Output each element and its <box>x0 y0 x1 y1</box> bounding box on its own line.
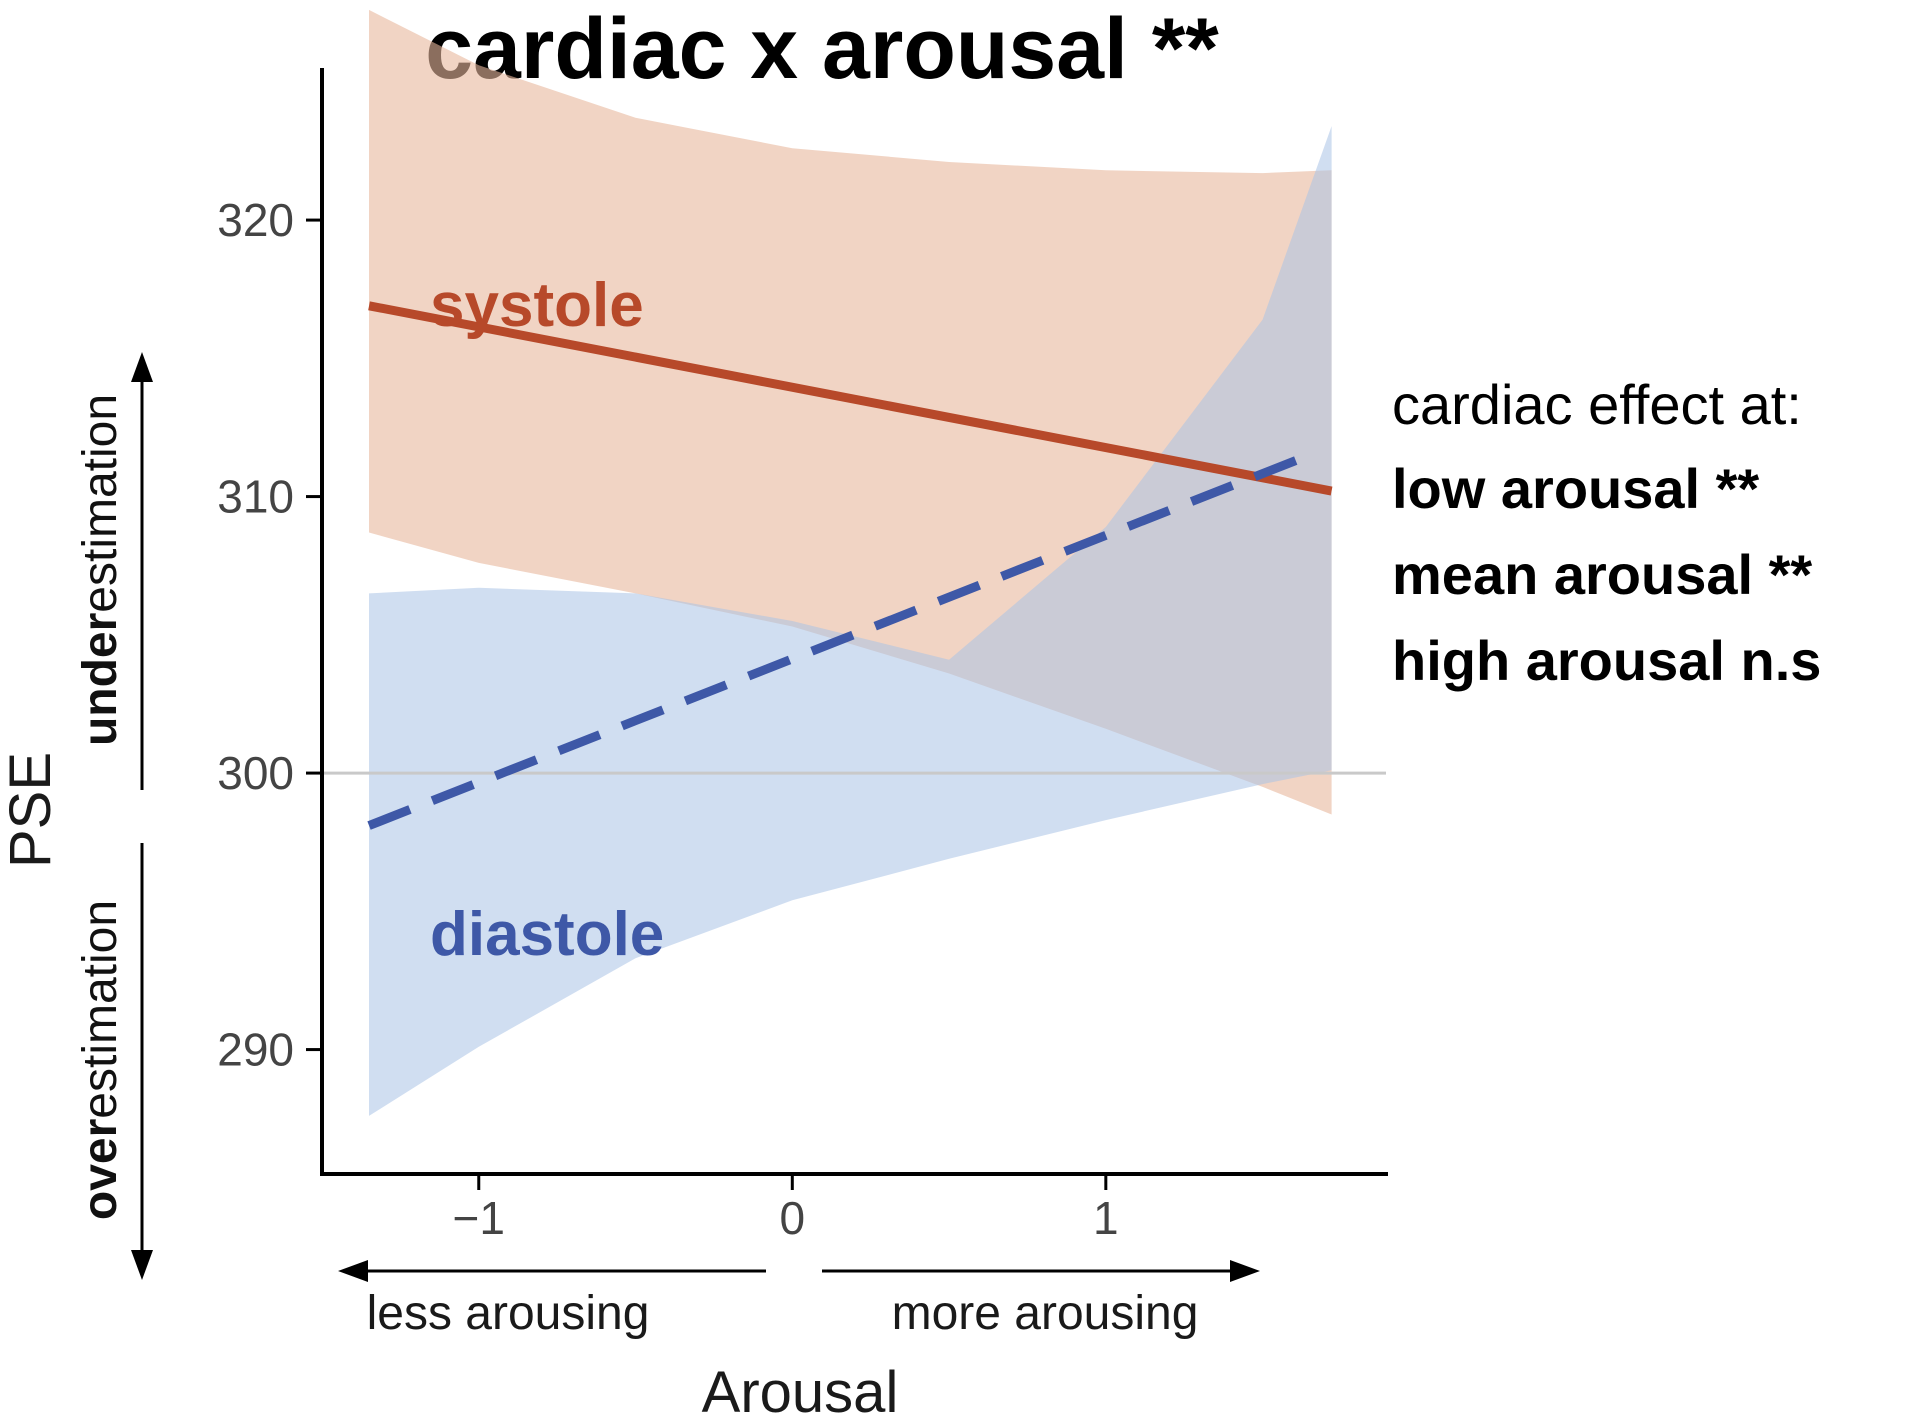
y-tick-label-320: 320 <box>217 194 294 246</box>
underestimation-label-rest: estimation <box>74 394 127 613</box>
y-tick-label-290: 290 <box>217 1024 294 1076</box>
series-lines <box>367 301 1333 830</box>
underestimation-arrowhead <box>131 352 153 382</box>
annotation-line-high: high arousal n.s <box>1392 629 1821 692</box>
more-arousing-label: more arousing <box>892 1287 1199 1340</box>
diastole-confidence-band <box>369 126 1332 1116</box>
x-tick-label--1: −1 <box>453 1192 505 1244</box>
cardiac-effect-annotation: cardiac effect at: low arousal ** mean a… <box>1392 373 1821 692</box>
diastole-line <box>367 450 1312 830</box>
y-direction-arrows: underestimation overestimation <box>74 352 153 1280</box>
y-tick-label-310: 310 <box>217 471 294 523</box>
x-ticks: −1 0 1 <box>453 1174 1119 1244</box>
y-axis-label: PSE <box>0 752 63 868</box>
y-tick-label-300: 300 <box>217 747 294 799</box>
overestimation-arrowhead <box>131 1250 153 1280</box>
diastole-label: diastole <box>430 900 664 969</box>
y-ticks: 290 300 310 320 <box>217 194 322 1076</box>
overestimation-label-bold: over <box>74 1119 127 1220</box>
annotation-line-low: low arousal ** <box>1392 457 1759 520</box>
less-arousing-arrowhead <box>338 1260 368 1282</box>
less-arousing-label: less arousing <box>367 1287 650 1340</box>
x-tick-label-1: 1 <box>1093 1192 1119 1244</box>
underestimation-label: underestimation <box>74 394 127 746</box>
systole-line <box>368 301 1333 496</box>
annotation-heading: cardiac effect at: <box>1392 373 1802 436</box>
underestimation-label-bold: under <box>74 613 127 746</box>
chart-title: cardiac x arousal ** <box>425 1 1219 97</box>
overestimation-label-rest: estimation <box>74 900 127 1119</box>
annotation-line-mean: mean arousal ** <box>1392 543 1812 606</box>
x-tick-label-0: 0 <box>779 1192 805 1244</box>
overestimation-label: overestimation <box>74 900 127 1220</box>
confidence-bands <box>369 9 1332 1116</box>
more-arousing-arrowhead <box>1230 1260 1260 1282</box>
systole-label: systole <box>430 271 644 340</box>
x-axis-label: Arousal <box>702 1360 899 1421</box>
x-direction-arrows: less arousing more arousing <box>338 1260 1260 1340</box>
